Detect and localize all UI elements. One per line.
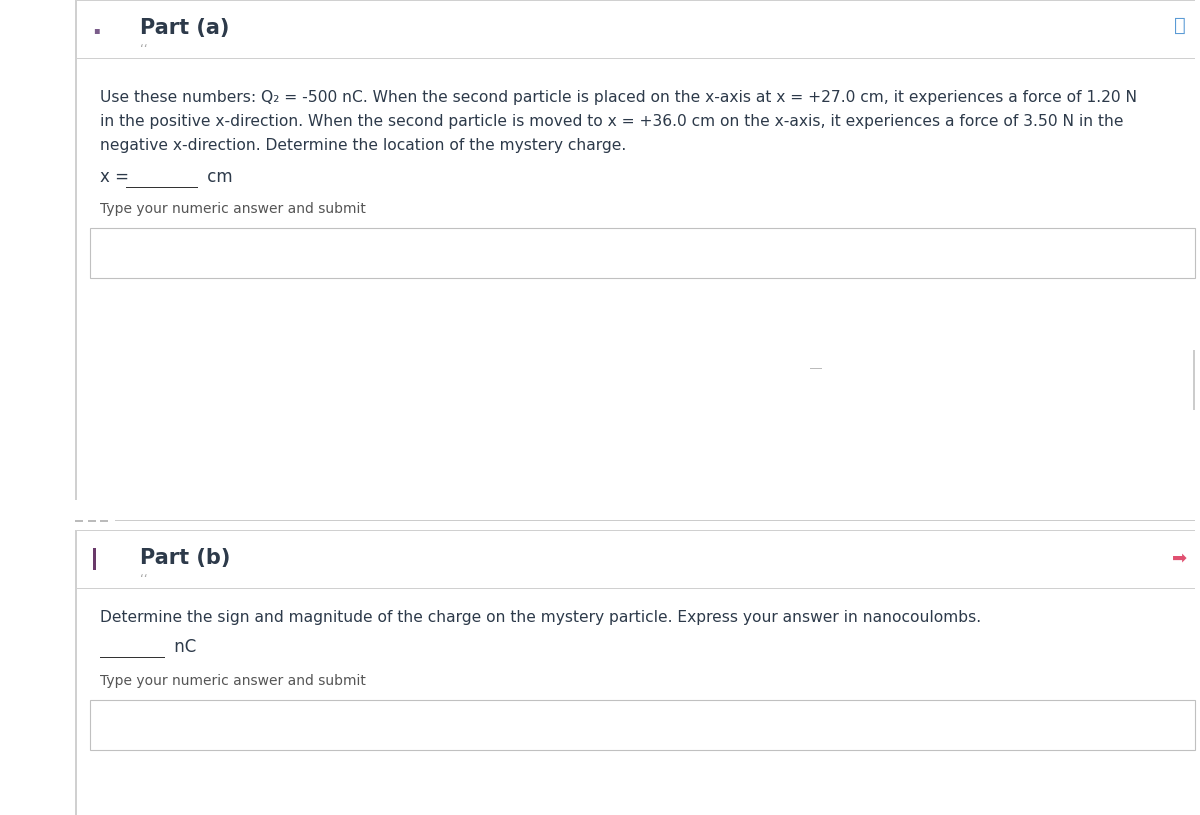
Text: Determine the sign and magnitude of the charge on the mystery particle. Express : Determine the sign and magnitude of the … <box>100 610 982 625</box>
Bar <box>74 0 77 500</box>
Bar <box>74 530 1195 531</box>
Bar <box>1193 350 1195 410</box>
Bar <box>88 520 96 522</box>
Bar <box>810 368 822 369</box>
Bar <box>115 520 1195 521</box>
Text: ➡: ➡ <box>1172 549 1188 567</box>
Bar <box>94 548 96 570</box>
Text: ▪: ▪ <box>94 25 100 35</box>
Bar <box>74 530 77 815</box>
Bar <box>126 187 198 188</box>
Text: ‘‘: ‘‘ <box>140 573 148 586</box>
Bar <box>100 520 108 522</box>
Text: Part (b): Part (b) <box>140 548 230 568</box>
Text: x =: x = <box>100 168 134 186</box>
Bar <box>74 0 1195 1</box>
Text: ‘‘: ‘‘ <box>140 43 148 56</box>
Bar <box>100 657 166 659</box>
Text: negative x-direction. Determine the location of the mystery charge.: negative x-direction. Determine the loca… <box>100 138 626 153</box>
Text: Type your numeric answer and submit: Type your numeric answer and submit <box>100 674 366 688</box>
Text: Use these numbers: Q₂ = -500 nC. When the second particle is placed on the x-axi: Use these numbers: Q₂ = -500 nC. When th… <box>100 90 1138 105</box>
Text: nC: nC <box>169 638 197 656</box>
Bar <box>74 520 83 522</box>
Bar <box>90 700 1195 750</box>
Bar <box>90 228 1195 278</box>
Text: Type your numeric answer and submit: Type your numeric answer and submit <box>100 202 366 216</box>
Text: in the positive x-direction. When the second particle is moved to x = +36.0 cm o: in the positive x-direction. When the se… <box>100 114 1123 129</box>
Text: ➕: ➕ <box>1174 15 1186 34</box>
Text: cm: cm <box>202 168 233 186</box>
Text: Part (a): Part (a) <box>140 18 229 38</box>
